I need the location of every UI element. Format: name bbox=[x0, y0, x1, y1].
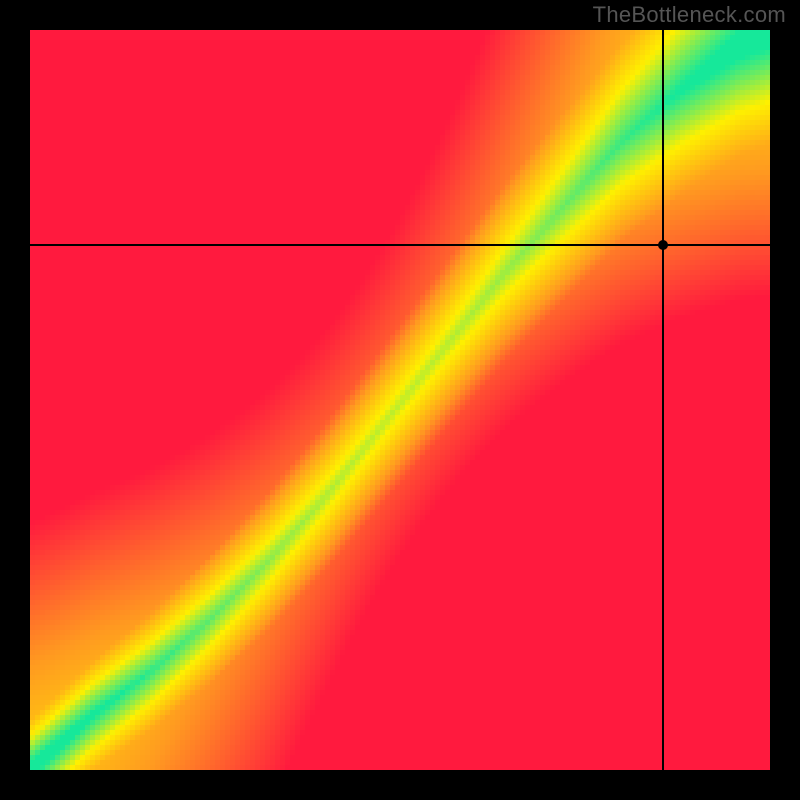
watermark-text: TheBottleneck.com bbox=[593, 2, 786, 28]
crosshair-dot bbox=[658, 240, 668, 250]
crosshair-vertical bbox=[662, 30, 664, 770]
heatmap-canvas bbox=[30, 30, 770, 770]
chart-container: TheBottleneck.com bbox=[0, 0, 800, 800]
